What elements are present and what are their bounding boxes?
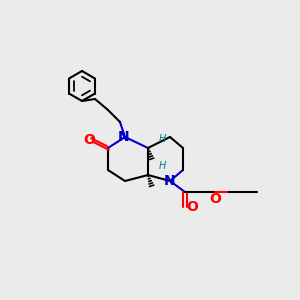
Text: O: O: [83, 133, 95, 147]
Text: H: H: [159, 161, 166, 171]
Text: H: H: [159, 134, 166, 144]
Text: O: O: [186, 200, 198, 214]
Text: N: N: [164, 174, 176, 188]
Text: O: O: [209, 192, 221, 206]
Text: N: N: [118, 130, 130, 144]
